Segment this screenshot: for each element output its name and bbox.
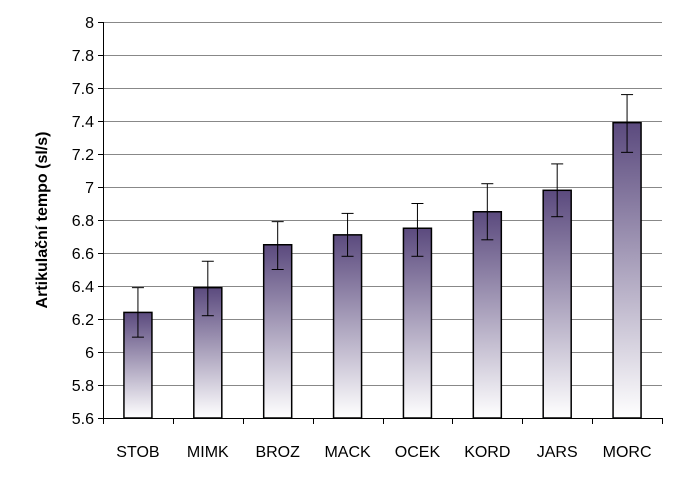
bar-morc — [612, 121, 642, 419]
y-tick-label: 7.8 — [72, 48, 94, 65]
x-tick-label: KORD — [464, 444, 510, 461]
y-tick-label: 7.4 — [72, 114, 94, 131]
y-tick-label: 6 — [85, 345, 94, 362]
y-tick-label: 5.6 — [72, 411, 94, 428]
x-tick-label: MACK — [324, 444, 371, 461]
x-tick-label: MIMK — [187, 444, 229, 461]
y-tick-label: 6.6 — [72, 246, 94, 263]
y-tick-labels: 5.6 5.8 6 6.2 6.4 6.6 6.8 7 7.2 7.4 7.6 7.8 8 — [72, 15, 94, 428]
bar-kord — [472, 211, 503, 419]
gridlines — [103, 22, 662, 386]
x-tick-label: STOB — [116, 444, 159, 461]
y-axis-title: Artikulační tempo (sl/s) — [34, 132, 51, 309]
y-tick-label: 6.2 — [72, 312, 94, 329]
y-tick-label: 8 — [85, 15, 94, 32]
x-tick-label: OCEK — [395, 444, 441, 461]
bar-jars — [542, 189, 572, 419]
x-tick-label: MORC — [603, 444, 652, 461]
error-bars — [131, 94, 634, 338]
y-tick-label: 7.2 — [72, 147, 94, 164]
x-tick-label: JARS — [537, 444, 578, 461]
x-tick-labels: STOB MIMK BROZ MACK OCEK KORD JARS MORC — [116, 444, 651, 461]
y-tick-label: 5.8 — [72, 378, 94, 395]
bar-mack — [332, 234, 363, 419]
y-tick-label: 6.8 — [72, 213, 94, 230]
bars — [123, 121, 642, 419]
y-tick-label: 6.4 — [72, 279, 94, 296]
bar-broz — [262, 244, 293, 419]
x-tick-label: BROZ — [255, 444, 300, 461]
y-tick-label: 7.6 — [72, 81, 94, 98]
axes — [98, 22, 663, 424]
y-tick-label: 7 — [85, 180, 94, 197]
